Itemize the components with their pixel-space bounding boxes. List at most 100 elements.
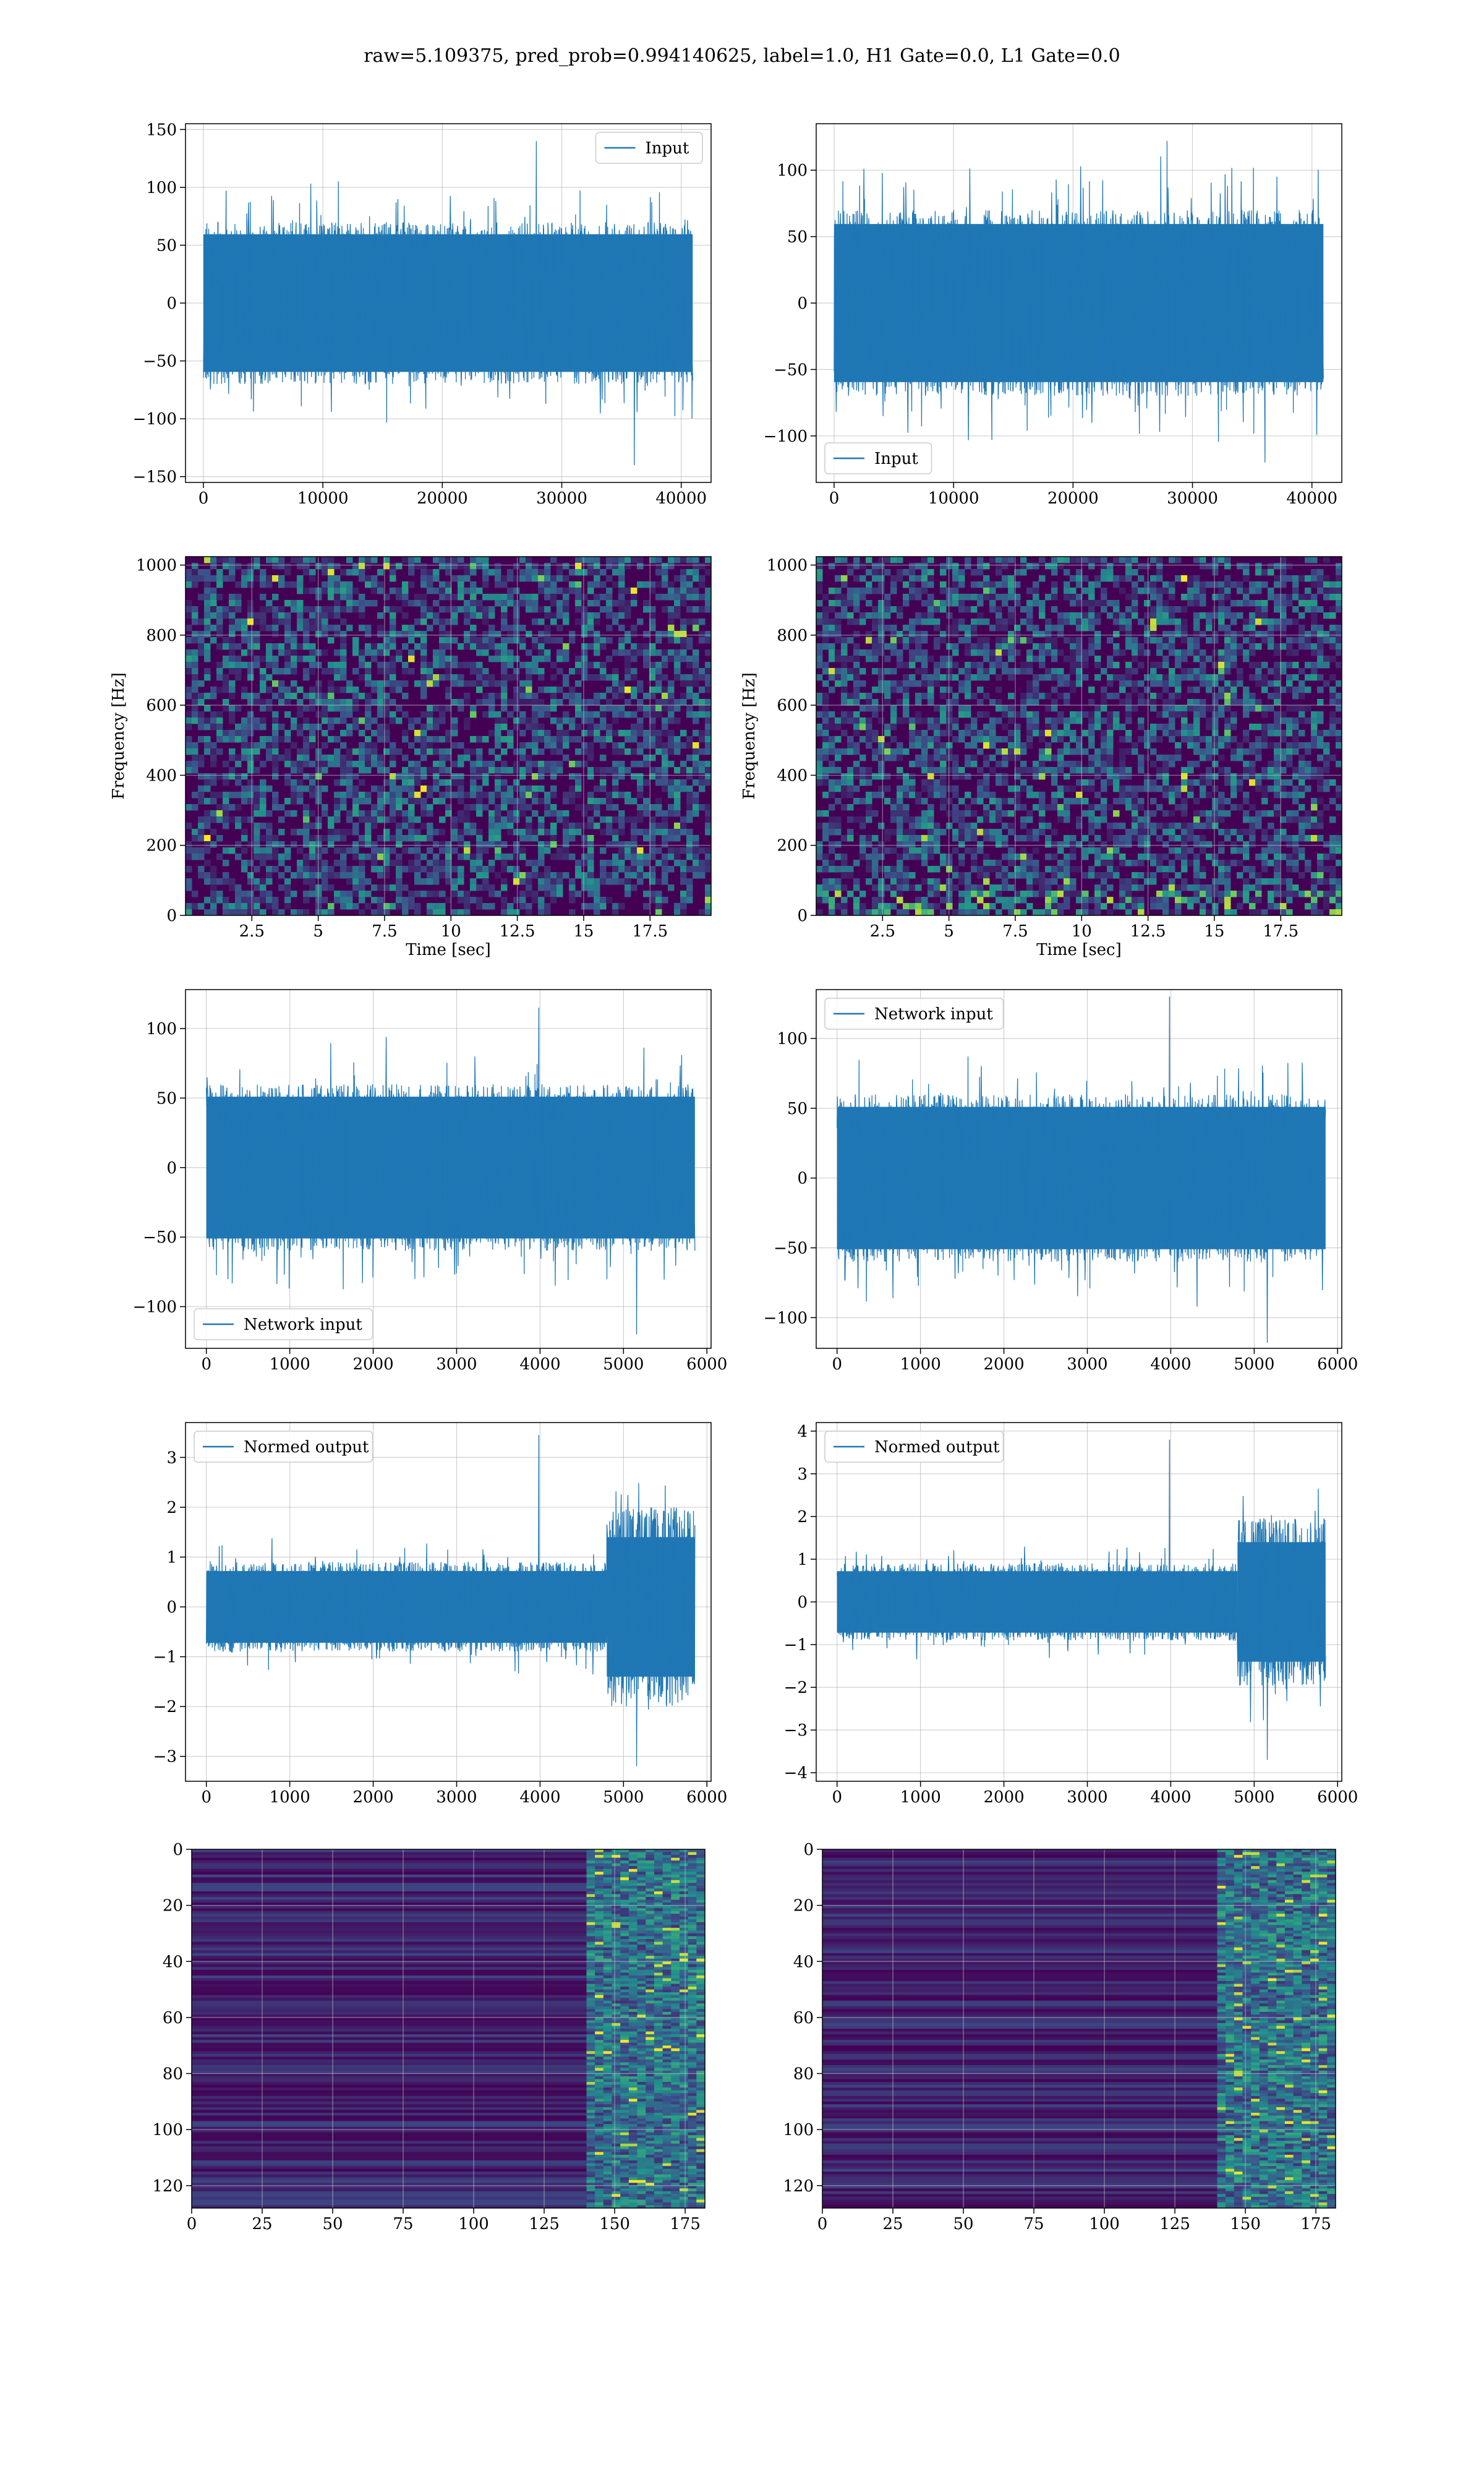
spec_L1-pixel — [1181, 668, 1188, 675]
spec_H1-pixel — [686, 705, 693, 712]
spec_H1-pixel — [223, 872, 229, 879]
spec_H1-pixel — [309, 656, 316, 662]
spec_H1-pixel — [649, 717, 656, 724]
spec_L1-pixel — [927, 557, 934, 563]
spec_H1-pixel — [581, 668, 588, 675]
spec_L1-pixel — [1088, 755, 1095, 761]
spec_H1-pixel — [482, 693, 489, 700]
spec_H1-pixel — [668, 581, 675, 588]
spec_H1-pixel — [383, 736, 390, 743]
spec_L1-pixel — [1150, 662, 1157, 669]
spec_H1-pixel — [278, 854, 285, 860]
spec_H1-pixel — [507, 829, 514, 836]
spec_H1-pixel — [254, 792, 260, 798]
spec_H1-pixel — [210, 693, 217, 700]
spec_L1-pixel — [847, 618, 854, 625]
spec_L1-pixel — [1218, 588, 1225, 594]
spec_L1-pixel — [1268, 761, 1274, 768]
spec_L1-pixel — [897, 606, 903, 613]
spec_H1-pixel — [309, 773, 316, 780]
spec_H1-pixel — [383, 674, 390, 681]
spec_H1-pixel — [451, 866, 458, 873]
spec_L1-pixel — [952, 767, 959, 774]
spec_H1-pixel — [618, 600, 625, 607]
spec_L1-pixel — [1224, 730, 1231, 737]
spec_L1-pixel — [1156, 600, 1163, 607]
spec_L1-pixel — [927, 680, 934, 687]
spec_L1-pixel — [1156, 637, 1163, 644]
spec_H1-pixel — [550, 785, 557, 792]
spec_L1-pixel — [1039, 662, 1046, 669]
spec_H1-pixel — [334, 668, 341, 675]
spec_L1-pixel — [1274, 785, 1281, 792]
spec_L1-pixel — [1243, 588, 1250, 594]
spec_L1-pixel — [952, 581, 959, 588]
spec_H1-pixel — [210, 575, 217, 582]
spec_H1-pixel — [223, 847, 229, 854]
spec_H1-pixel — [600, 785, 607, 792]
spec_L1-pixel — [1014, 625, 1021, 631]
spec_H1-pixel — [352, 748, 359, 755]
spec_L1-pixel — [1014, 748, 1021, 755]
spec_L1-pixel — [1298, 631, 1305, 638]
spec_H1-pixel — [433, 618, 440, 625]
spec_L1-pixel — [958, 575, 965, 582]
spec_L1-pixel — [1144, 699, 1151, 706]
spec_H1-pixel — [507, 798, 514, 805]
spec_L1-pixel — [1243, 730, 1250, 737]
spec_H1-pixel — [210, 798, 217, 805]
spec_H1-pixel — [445, 588, 452, 594]
spec_H1-pixel — [501, 612, 508, 619]
spec_H1-pixel — [328, 612, 335, 619]
spec_L1-pixel — [835, 656, 842, 662]
spec_L1-pixel — [866, 588, 872, 594]
spec_L1-pixel — [1317, 742, 1324, 749]
spec_H1-pixel — [340, 705, 347, 712]
spec_L1-pixel — [1243, 563, 1250, 570]
spec_H1-pixel — [631, 656, 638, 662]
spec_H1-pixel — [563, 854, 569, 860]
spec_H1-pixel — [587, 581, 594, 588]
spec_H1-pixel — [482, 884, 489, 891]
spec_H1-pixel — [618, 711, 625, 718]
spec_L1-pixel — [940, 600, 947, 607]
spec_H1-pixel — [340, 569, 347, 576]
spec_H1-pixel — [538, 823, 545, 829]
spec_L1-pixel — [1039, 631, 1046, 638]
spec_H1-pixel — [186, 625, 192, 631]
spec_H1-pixel — [402, 755, 409, 761]
spec_L1-pixel — [940, 792, 947, 798]
spec_L1-pixel — [1094, 612, 1101, 619]
spec_H1-pixel — [272, 730, 279, 737]
spec_H1-pixel — [328, 557, 335, 563]
spec_L1-pixel — [1156, 755, 1163, 761]
spec_H1-pixel — [513, 668, 520, 675]
spec_H1-pixel — [396, 606, 403, 613]
spec_H1-pixel — [668, 866, 675, 873]
spec_L1-pixel — [890, 711, 897, 718]
spec_L1-pixel — [1249, 618, 1256, 625]
spec_H1-pixel — [550, 588, 557, 594]
spec_L1-pixel — [1305, 705, 1311, 712]
spec_H1-pixel — [297, 643, 304, 650]
spec_H1-pixel — [377, 767, 384, 774]
spec_H1-pixel — [451, 674, 458, 681]
spec_L1-pixel — [847, 569, 854, 576]
spec_L1-pixel — [1336, 680, 1342, 687]
spec_H1-pixel — [519, 804, 526, 811]
spec_H1-pixel — [427, 847, 433, 854]
spec_H1-pixel — [223, 557, 229, 563]
spec_L1-pixel — [1026, 612, 1033, 619]
spec_L1-pixel — [1082, 779, 1089, 786]
spec_H1-pixel — [204, 606, 211, 613]
spec_L1-pixel — [1008, 693, 1015, 700]
spec_H1-pixel — [278, 804, 285, 811]
spec_L1-pixel — [1200, 588, 1206, 594]
spec_H1-pixel — [618, 847, 625, 854]
spec_H1-pixel — [526, 680, 532, 687]
spec_H1-pixel — [631, 588, 638, 594]
spec_H1-pixel — [322, 557, 328, 563]
spec_H1-pixel — [229, 792, 236, 798]
spec_H1-pixel — [247, 755, 254, 761]
spec_L1-pixel — [1317, 656, 1324, 662]
